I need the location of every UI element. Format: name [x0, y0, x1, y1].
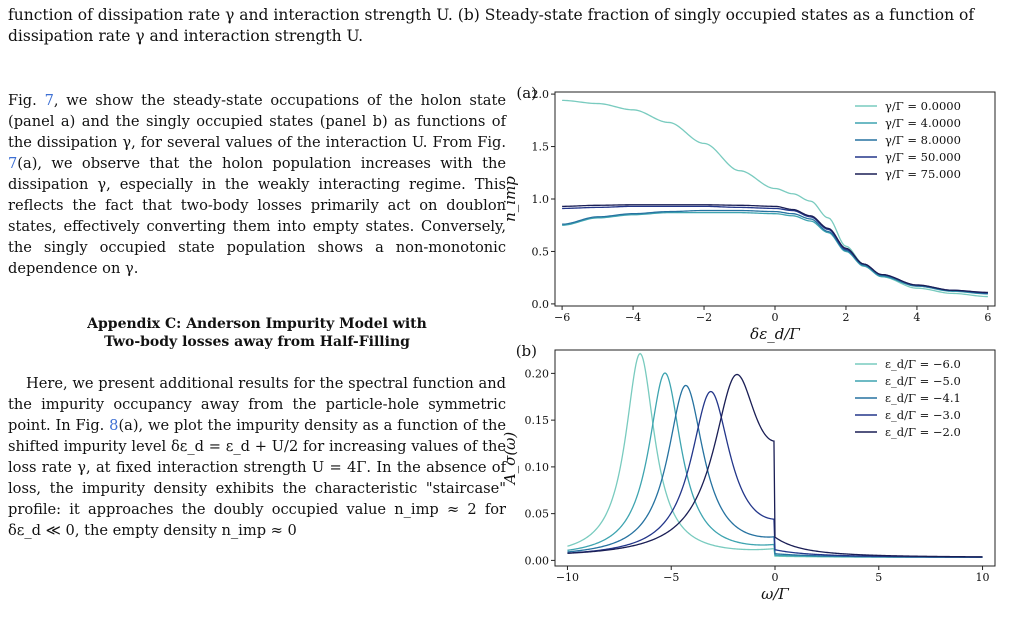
panel-b-series-0 [567, 352, 983, 559]
panel-b-xtick-label: 0 [772, 571, 779, 584]
panel-a-legend-entry: γ/Γ = 8.0000 [885, 133, 961, 147]
panel-b-xtick-label: 10 [976, 571, 990, 584]
panel-b-ytick-label: 0.15 [525, 414, 550, 427]
panel-a-legend-entry: γ/Γ = 75.000 [885, 167, 961, 181]
panel-a-label: (a) [516, 84, 537, 102]
paragraph-1-end: (a), we observe that the holon populatio… [8, 155, 506, 277]
panel-a-ytick-label: 0.5 [532, 245, 550, 258]
panel-a-xtick-label: 6 [984, 311, 991, 324]
paragraph-2-start: Here, we present additional results for … [8, 375, 506, 434]
panel-b-legend-entry: ε_d/Γ = −3.0 [885, 408, 961, 422]
panel-b-legend-entry: ε_d/Γ = −2.0 [885, 425, 961, 439]
panel-b-ytick-label: 0.00 [525, 554, 550, 567]
panel-a-legend-entry: γ/Γ = 4.0000 [885, 116, 961, 130]
panel-b-legend-entry: ε_d/Γ = −4.1 [885, 391, 961, 405]
panel-a-series-1 [562, 211, 988, 295]
caption-line-2: dissipation rate γ and interaction stren… [8, 27, 364, 45]
panel-a-xtick-label: −4 [625, 311, 641, 324]
panel-a-xtick-label: −6 [554, 311, 570, 324]
figure-7-link[interactable]: 7 [44, 92, 54, 109]
panel-a-xtick-label: 0 [772, 311, 779, 324]
panel-a-ytick-label: 1.5 [532, 141, 550, 154]
paragraph-1-middle: , we show the steady-state occupations o… [8, 92, 506, 151]
appendix-heading: Appendix C: Anderson Impurity Model with… [8, 315, 506, 351]
panel-a-series-0 [562, 99, 988, 298]
panel-a-legend-entry: γ/Γ = 50.000 [885, 150, 961, 164]
panel-b-series-4 [567, 373, 983, 558]
panel-a-xtick-label: −2 [696, 311, 712, 324]
panel-b-xtick-label: −10 [556, 571, 579, 584]
panel-b-xtick-label: 5 [875, 571, 882, 584]
panel-a-series-4 [562, 204, 988, 294]
panel-b-label: (b) [516, 342, 537, 360]
paragraph-2-end: (a), we plot the impurity density as a f… [8, 417, 506, 539]
panel-b-series-2 [567, 384, 983, 558]
panel-b-ytick-label: 0.10 [525, 461, 550, 474]
caption-line-1: function of dissipation rate γ and inter… [8, 6, 975, 24]
panel-b-series-1 [567, 372, 983, 558]
appendix-heading-line-2: Two-body losses away from Half-Filling [104, 334, 410, 350]
panel-a-frame [554, 91, 996, 307]
panel-b-frame [554, 349, 996, 567]
appendix-heading-line-1: Appendix C: Anderson Impurity Model with [87, 316, 427, 332]
panel-a-ytick-label: 0.0 [532, 298, 550, 311]
panel-a-ytick-label: 2.0 [532, 88, 550, 101]
paragraph-1: Fig. 7, we show the steady-state occupat… [8, 90, 506, 279]
figure-caption: function of dissipation rate γ and inter… [8, 5, 1023, 47]
panel-b-ytick-label: 0.05 [525, 508, 550, 521]
panel-a-legend-entry: γ/Γ = 0.0000 [885, 99, 961, 113]
panel-a-series-3 [562, 205, 988, 294]
panel-b-legend-entry: ε_d/Γ = −6.0 [885, 357, 961, 371]
panel-a-xlabel: δε_d/Γ [750, 325, 800, 343]
panel-b-ytick-label: 0.20 [525, 367, 550, 380]
figure-7-link-2[interactable]: 7 [8, 155, 18, 172]
panel-b-legend-entry: ε_d/Γ = −5.0 [885, 374, 961, 388]
panel-a-series-2 [562, 209, 988, 295]
panel-b-xtick-label: −5 [663, 571, 679, 584]
panel-b-series-3 [567, 390, 983, 558]
figure-8-link[interactable]: 8 [109, 417, 119, 434]
panel-a-xtick-label: 4 [913, 311, 920, 324]
panel-a-ytick-label: 1.0 [532, 193, 550, 206]
panel-a-xtick-label: 2 [842, 311, 849, 324]
paragraph-2: Here, we present additional results for … [8, 373, 506, 541]
paragraph-1-start: Fig. [8, 92, 45, 109]
text-column: Fig. 7, we show the steady-state occupat… [8, 90, 506, 541]
panel-b-xlabel: ω/Γ [761, 585, 789, 603]
